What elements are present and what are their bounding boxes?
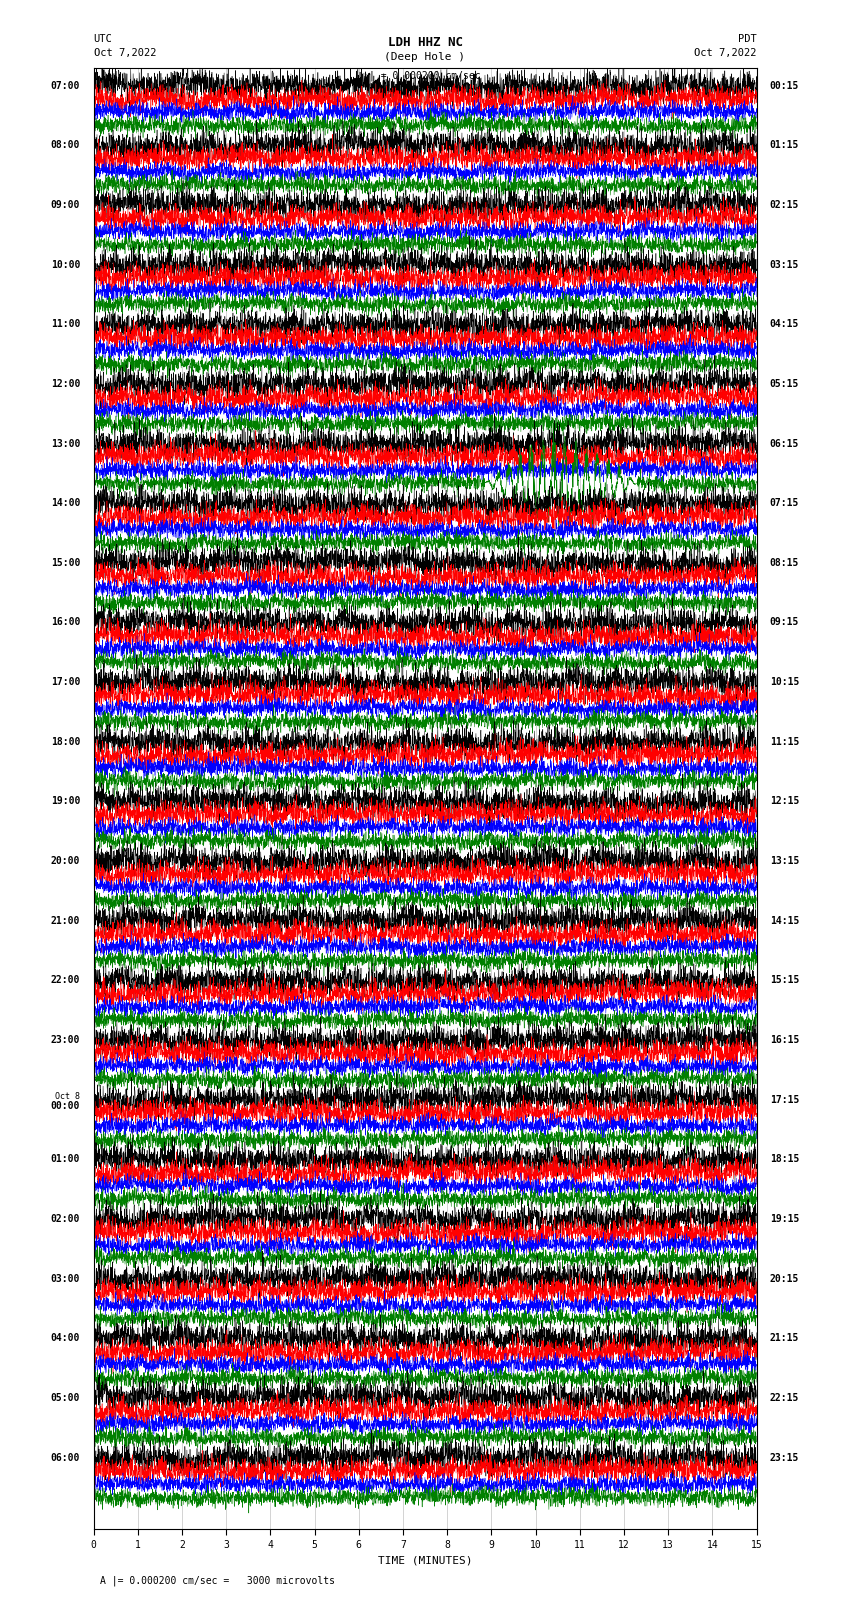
Text: 06:15: 06:15 (770, 439, 799, 448)
Text: UTC: UTC (94, 34, 112, 45)
Text: 13:00: 13:00 (51, 439, 80, 448)
Text: 03:00: 03:00 (51, 1274, 80, 1284)
Text: 18:15: 18:15 (770, 1155, 799, 1165)
Text: 03:15: 03:15 (770, 260, 799, 269)
Text: 18:00: 18:00 (51, 737, 80, 747)
Text: Oct 7,2022: Oct 7,2022 (694, 47, 756, 58)
Text: 09:15: 09:15 (770, 618, 799, 627)
Text: 17:15: 17:15 (770, 1095, 799, 1105)
X-axis label: TIME (MINUTES): TIME (MINUTES) (377, 1555, 473, 1565)
Text: A |= 0.000200 cm/sec =   3000 microvolts: A |= 0.000200 cm/sec = 3000 microvolts (100, 1576, 335, 1587)
Text: 14:00: 14:00 (51, 498, 80, 508)
Text: 07:15: 07:15 (770, 498, 799, 508)
Text: 10:00: 10:00 (51, 260, 80, 269)
Text: 23:15: 23:15 (770, 1453, 799, 1463)
Text: 10:15: 10:15 (770, 677, 799, 687)
Text: 23:00: 23:00 (51, 1036, 80, 1045)
Text: 15:15: 15:15 (770, 976, 799, 986)
Text: (Deep Hole ): (Deep Hole ) (384, 52, 466, 61)
Text: 08:15: 08:15 (770, 558, 799, 568)
Text: 05:15: 05:15 (770, 379, 799, 389)
Text: 07:00: 07:00 (51, 81, 80, 90)
Text: 05:00: 05:00 (51, 1394, 80, 1403)
Text: 22:15: 22:15 (770, 1394, 799, 1403)
Text: 21:00: 21:00 (51, 916, 80, 926)
Text: 01:15: 01:15 (770, 140, 799, 150)
Text: 06:00: 06:00 (51, 1453, 80, 1463)
Text: 22:00: 22:00 (51, 976, 80, 986)
Text: 16:15: 16:15 (770, 1036, 799, 1045)
Text: 11:15: 11:15 (770, 737, 799, 747)
Text: 09:00: 09:00 (51, 200, 80, 210)
Text: 13:15: 13:15 (770, 857, 799, 866)
Text: 15:00: 15:00 (51, 558, 80, 568)
Text: 00:15: 00:15 (770, 81, 799, 90)
Text: 02:00: 02:00 (51, 1215, 80, 1224)
Text: 16:00: 16:00 (51, 618, 80, 627)
Text: 04:15: 04:15 (770, 319, 799, 329)
Text: 14:15: 14:15 (770, 916, 799, 926)
Text: | = 0.000200 cm/sec: | = 0.000200 cm/sec (369, 71, 481, 81)
Text: 19:15: 19:15 (770, 1215, 799, 1224)
Text: 17:00: 17:00 (51, 677, 80, 687)
Text: 20:00: 20:00 (51, 857, 80, 866)
Text: 12:00: 12:00 (51, 379, 80, 389)
Text: 08:00: 08:00 (51, 140, 80, 150)
Text: 00:00: 00:00 (51, 1100, 80, 1111)
Text: Oct 8: Oct 8 (55, 1092, 80, 1102)
Text: 20:15: 20:15 (770, 1274, 799, 1284)
Text: LDH HHZ NC: LDH HHZ NC (388, 35, 462, 48)
Text: 19:00: 19:00 (51, 797, 80, 806)
Text: 21:15: 21:15 (770, 1334, 799, 1344)
Text: 04:00: 04:00 (51, 1334, 80, 1344)
Text: 01:00: 01:00 (51, 1155, 80, 1165)
Text: 02:15: 02:15 (770, 200, 799, 210)
Text: 12:15: 12:15 (770, 797, 799, 806)
Text: Oct 7,2022: Oct 7,2022 (94, 47, 156, 58)
Text: PDT: PDT (738, 34, 756, 45)
Text: 11:00: 11:00 (51, 319, 80, 329)
